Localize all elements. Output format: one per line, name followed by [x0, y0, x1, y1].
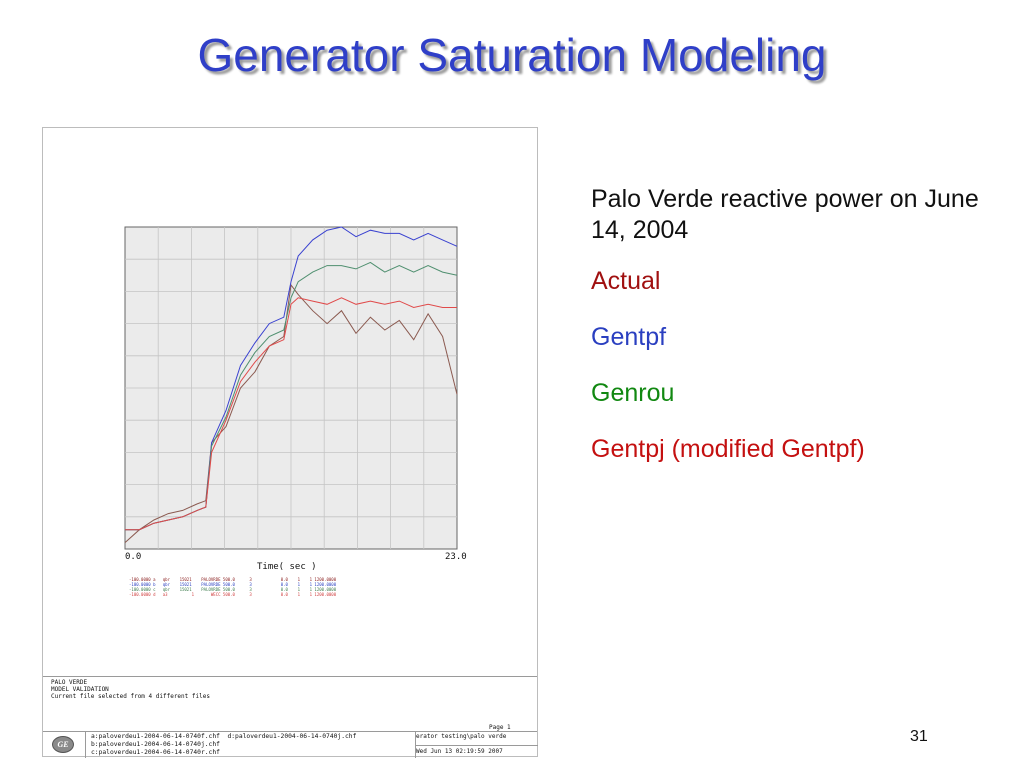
logo-cell: GE [43, 732, 86, 758]
slide-number: 31 [910, 728, 928, 745]
x-tick-label-end: 23.0 [445, 552, 467, 562]
file-line: a:paloverdeu1-2004-06-14-0740f.chf d:pal… [91, 733, 357, 740]
label-genrou: Genrou [591, 379, 675, 407]
page-label: Page 1 [489, 724, 511, 731]
legend-row-a: -100.0000 a qbr 15021 PALOVRDE 500.0 3 0… [129, 577, 337, 582]
x-axis-title: Time( sec ) [257, 562, 317, 572]
slide-title: Generator Saturation Modeling [197, 29, 827, 81]
footer-note: PALO VERDE [51, 679, 88, 686]
series-line-d [125, 297, 457, 531]
description-panel: Palo Verde reactive power on June 14, 20… [591, 184, 1011, 490]
ge-logo-icon: GE [52, 736, 74, 753]
right-info-cell: erator testing\palo verde Wed Jun 13 02:… [415, 732, 538, 758]
legend-row-b: -100.0000 b qbr 15021 PALOVRDE 500.0 3 0… [129, 582, 337, 588]
plot-printout: 0.0 23.0 Time( sec ) -100.0000 a qbr 150… [42, 127, 538, 758]
label-gentpf: Gentpf [591, 323, 667, 351]
file-line: c:paloverdeu1-2004-06-14-0740r.chf [91, 749, 220, 756]
label-actual: Actual [591, 267, 661, 295]
label-gentpj: Gentpj (modified Gentpf) [591, 435, 865, 463]
plot-footer: PALO VERDE MODEL VALIDATION Current file… [43, 676, 538, 758]
legend-row-d: -100.0000 d a3 1 WECC 500.0 3 0.0 1 1 12… [129, 592, 337, 598]
footer-notes: PALO VERDE MODEL VALIDATION Current file… [51, 679, 210, 700]
footer-note: MODEL VALIDATION [51, 686, 109, 693]
description-heading: Palo Verde reactive power on June 14, 20… [591, 185, 979, 244]
file-list: a:paloverdeu1-2004-06-14-0740f.chf d:pal… [91, 733, 356, 757]
chart [124, 226, 458, 550]
legend-row-c: -100.0000 c qbr 15021 PALOVRDE 500.0 3 0… [129, 587, 337, 593]
legend: -100.0000 a qbr 15021 PALOVRDE 500.0 3 0… [129, 577, 336, 597]
file-info-box: GE a:paloverdeu1-2004-06-14-0740f.chf d:… [43, 731, 538, 758]
series-line-a [124, 283, 458, 543]
file-path: erator testing\palo verde [416, 733, 507, 740]
footer-note: Current file selected from 4 different f… [51, 693, 210, 700]
file-line: b:paloverdeu1-2004-06-14-0740j.chf [91, 741, 220, 748]
timestamp: Wed Jun 13 02:19:59 2007 [416, 745, 538, 755]
x-tick-label-start: 0.0 [125, 552, 142, 562]
